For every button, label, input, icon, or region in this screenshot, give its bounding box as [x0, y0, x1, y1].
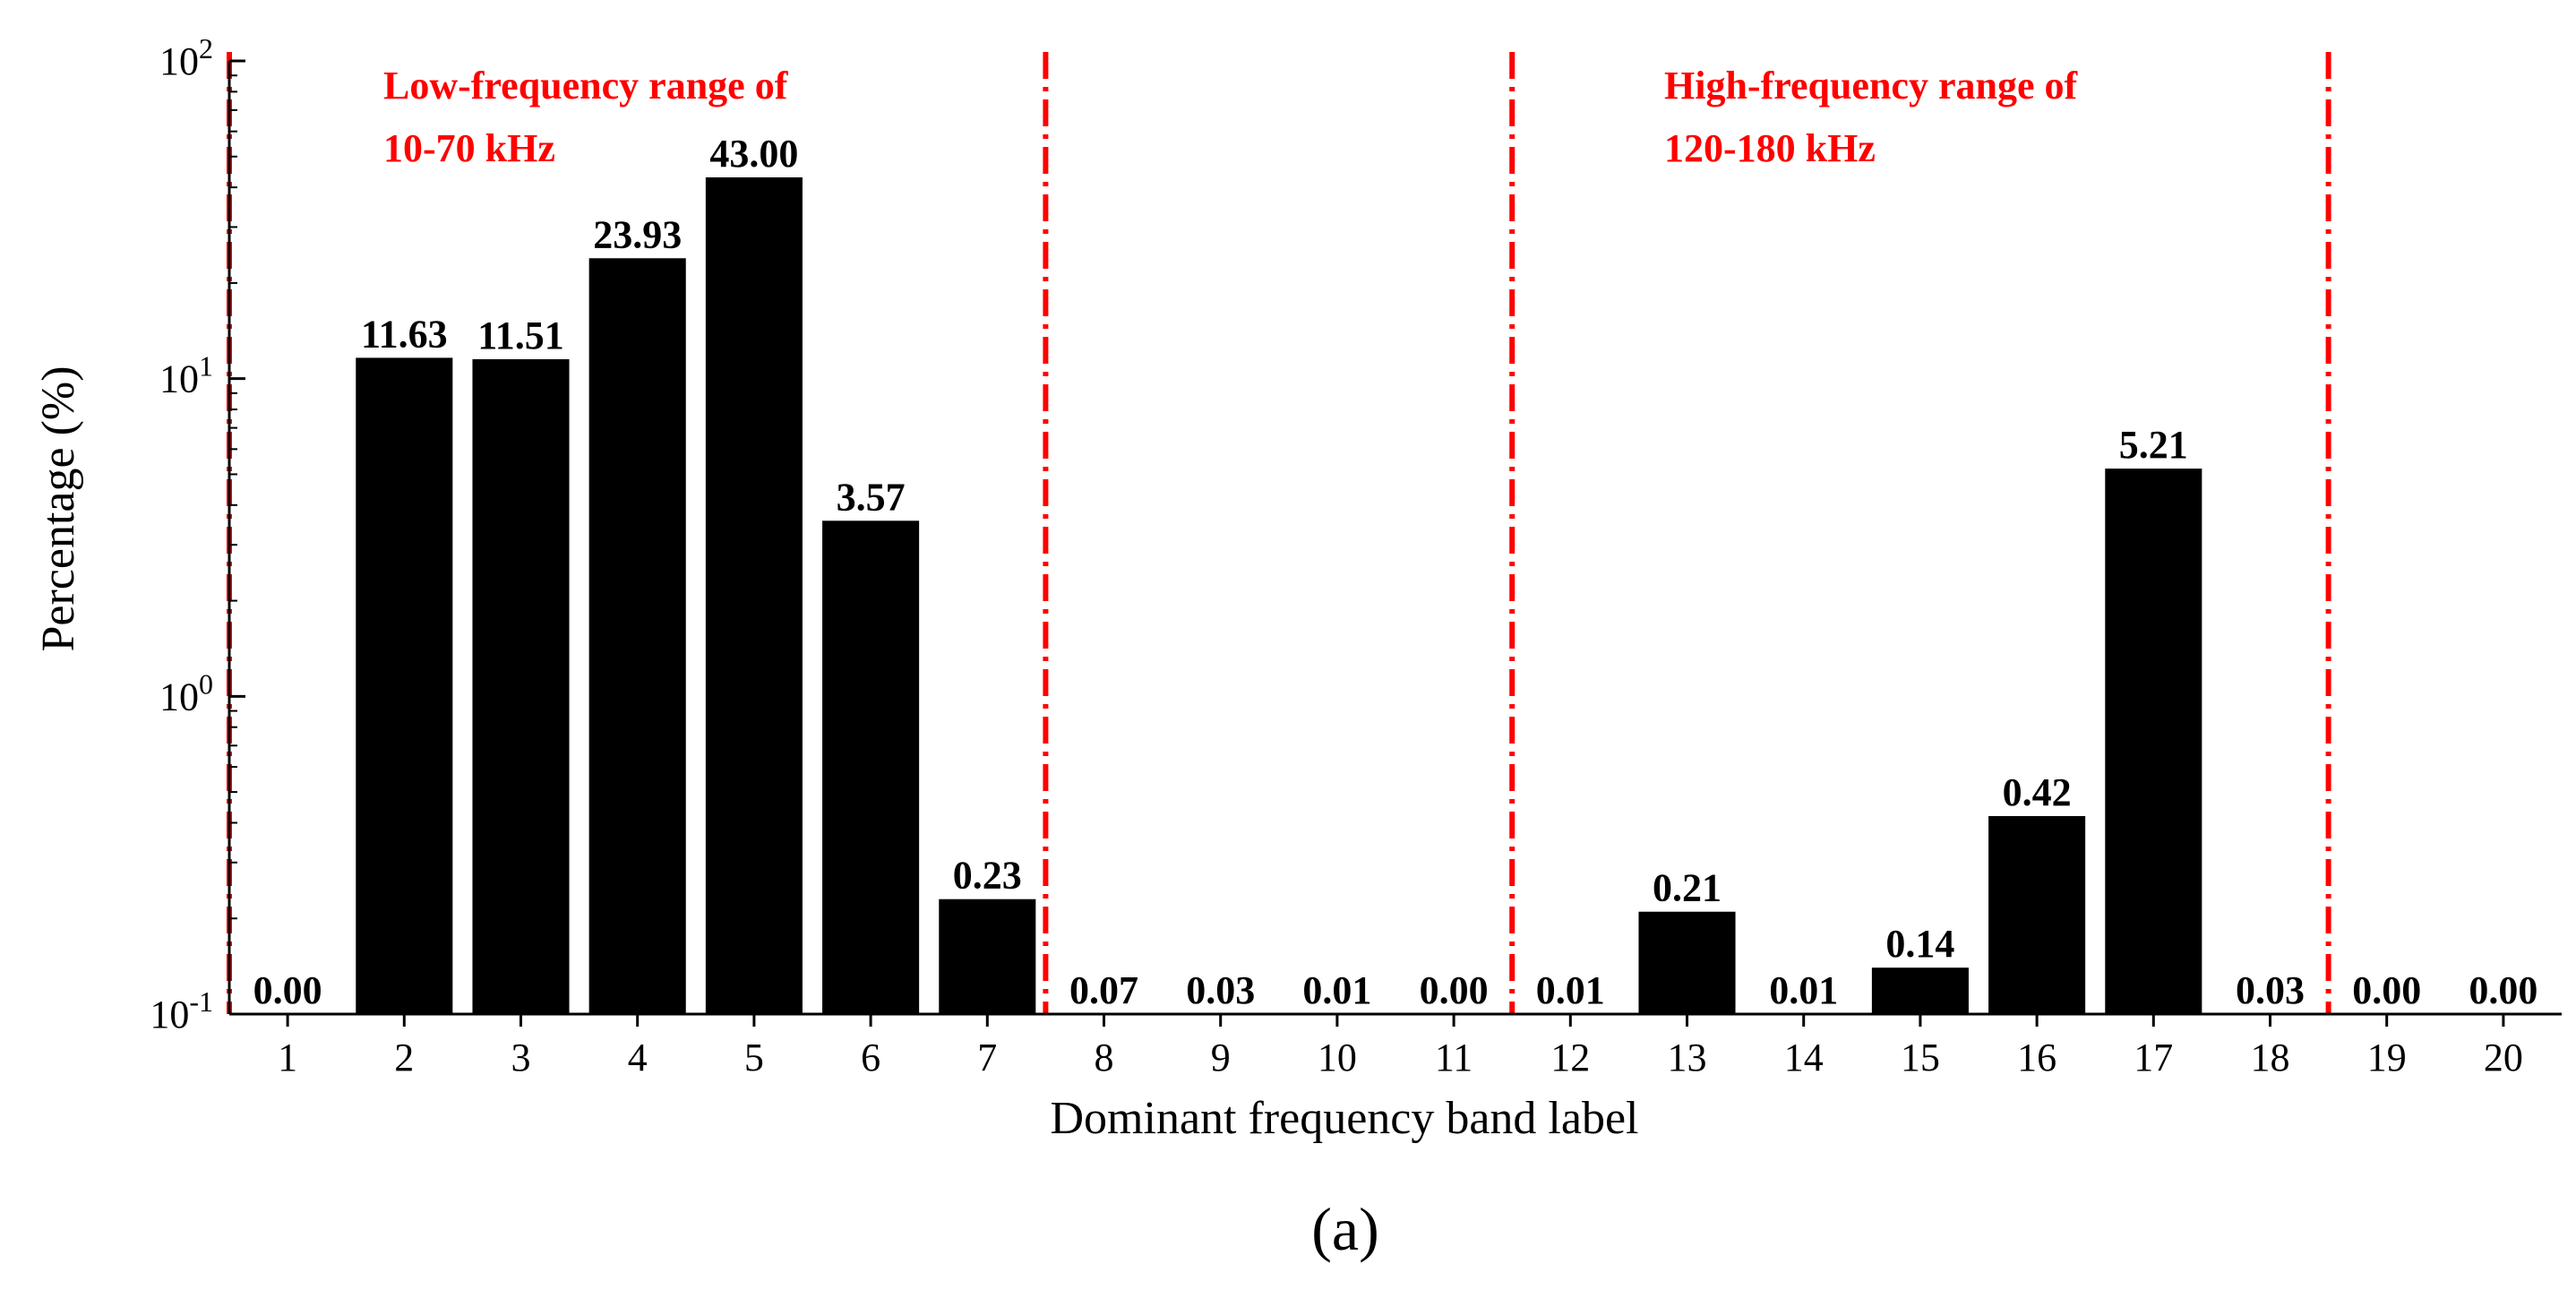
- x-tick-label-12: 12: [1550, 1036, 1590, 1079]
- bars-group: [356, 176, 2202, 1015]
- bar-15: [1871, 968, 1969, 1014]
- bar-5: [705, 176, 803, 1014]
- axes-group: [228, 61, 2562, 1016]
- bar-value-label-5: 43.00: [709, 132, 798, 176]
- low-frequency-annotation-line-2: 10-70 kHz: [383, 126, 555, 170]
- x-tick-label-9: 9: [1211, 1036, 1231, 1079]
- x-tick-label-5: 5: [744, 1036, 764, 1079]
- low-frequency-annotation-line-1: Low-frequency range of: [383, 64, 789, 108]
- bar-value-label-16: 0.42: [2003, 770, 2072, 814]
- bar-value-label-4: 23.93: [593, 212, 682, 256]
- bar-value-label-6: 3.57: [837, 475, 906, 519]
- x-tick-label-11: 11: [1435, 1036, 1473, 1079]
- bar-2: [356, 357, 453, 1014]
- x-tick-label-18: 18: [2251, 1036, 2290, 1079]
- x-tick-label-4: 4: [628, 1036, 648, 1079]
- high-frequency-annotation-line-1: High-frequency range of: [1664, 64, 2078, 108]
- y-tick-labels-group: 10-1 100 101 102: [150, 32, 245, 1036]
- bar-value-label-15: 0.14: [1885, 922, 1954, 966]
- bar-labels-group: 0.00 11.63 11.51 23.93 43.00 3.57 0.23 0.07 0.03…: [253, 132, 2538, 1012]
- x-tick-label-16: 16: [2017, 1036, 2057, 1079]
- bar-value-label-2: 11.63: [361, 312, 448, 356]
- x-tick-label-8: 8: [1095, 1036, 1114, 1079]
- y-tick-label--1: 10-1: [150, 985, 213, 1036]
- x-axis-label: Dominant frequency band label: [1051, 1093, 1639, 1144]
- x-tick-label-14: 14: [1784, 1036, 1824, 1079]
- x-tick-label-3: 3: [511, 1036, 531, 1079]
- x-tick-label-10: 10: [1318, 1036, 1357, 1079]
- bar-17: [2105, 469, 2202, 1014]
- bar-value-label-14: 0.01: [1769, 968, 1838, 1012]
- x-tick-label-7: 7: [977, 1036, 997, 1079]
- bar-3: [472, 359, 570, 1015]
- bar-value-label-12: 0.01: [1536, 968, 1605, 1012]
- y-axis-label: Percentage (%): [33, 366, 84, 651]
- bar-16: [1988, 815, 2086, 1014]
- y-tick-label-2: 102: [159, 32, 213, 83]
- x-tick-label-17: 17: [2134, 1036, 2173, 1079]
- bar-6: [822, 520, 920, 1014]
- bar-value-label-19: 0.00: [2352, 968, 2421, 1012]
- bar-value-label-1: 0.00: [253, 968, 322, 1012]
- bar-4: [588, 258, 686, 1014]
- bar-value-label-11: 0.00: [1420, 968, 1489, 1012]
- bar-value-label-8: 0.07: [1069, 968, 1138, 1012]
- x-tick-label-19: 19: [2367, 1036, 2407, 1079]
- high-frequency-annotation: High-frequency range of 120-180 kHz: [1664, 64, 2087, 170]
- y-tick-label-0: 100: [159, 667, 213, 718]
- low-frequency-annotation: Low-frequency range of 10-70 kHz: [383, 64, 797, 170]
- bar-value-label-13: 0.21: [1653, 866, 1722, 910]
- x-tick-label-1: 1: [278, 1036, 297, 1079]
- x-tick-label-13: 13: [1668, 1036, 1707, 1079]
- bar-value-label-3: 11.51: [477, 314, 564, 357]
- y-tick-label-1: 101: [159, 350, 213, 401]
- x-tick-label-20: 20: [2484, 1036, 2523, 1079]
- x-tick-labels-group: 1 2 3 4 5 6 7 8 9 10 11 12 13 14 15 16 17 18 19 20: [278, 1014, 2523, 1079]
- x-tick-label-2: 2: [394, 1036, 414, 1079]
- bar-value-label-10: 0.01: [1302, 968, 1371, 1012]
- bar-value-label-18: 0.03: [2236, 968, 2305, 1012]
- x-tick-label-15: 15: [1901, 1036, 1940, 1079]
- bar-13: [1638, 911, 1736, 1014]
- x-tick-label-6: 6: [861, 1036, 880, 1079]
- high-frequency-annotation-line-2: 120-180 kHz: [1664, 126, 1876, 170]
- bar-value-label-9: 0.03: [1186, 968, 1255, 1012]
- bar-value-label-7: 0.23: [953, 854, 1022, 898]
- panel-label: (a): [1311, 1195, 1378, 1263]
- bar-value-label-20: 0.00: [2469, 968, 2537, 1012]
- bar-7: [939, 899, 1036, 1014]
- bar-value-label-17: 5.21: [2119, 423, 2188, 467]
